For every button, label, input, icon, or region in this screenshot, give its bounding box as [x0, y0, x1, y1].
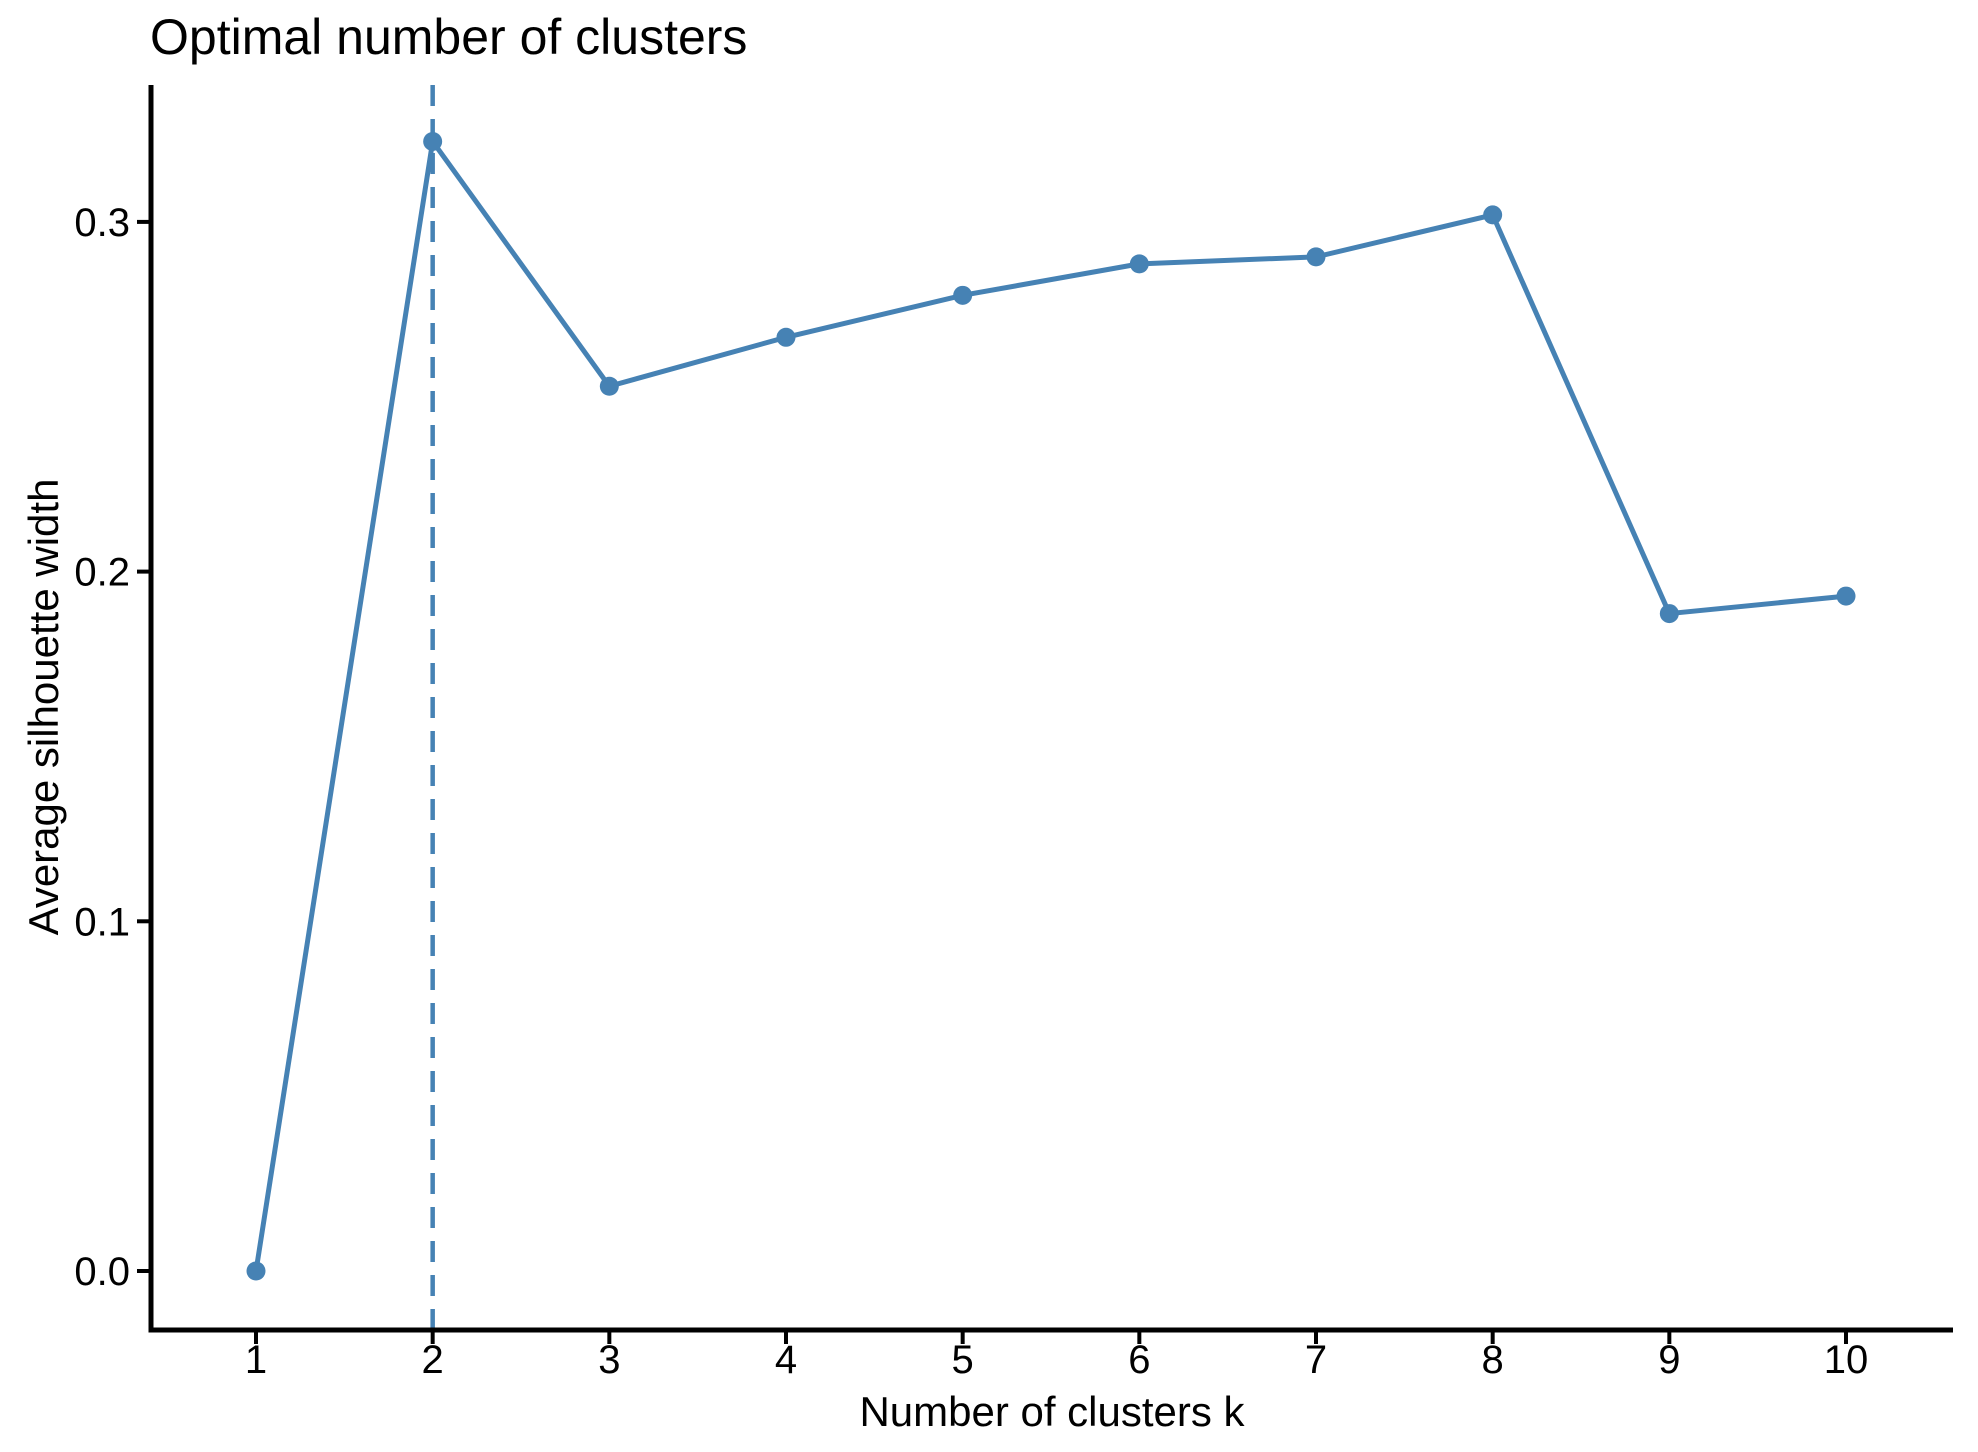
x-tick-label: 3 — [598, 1338, 620, 1382]
x-axis-title: Number of clusters k — [859, 1388, 1245, 1435]
x-tick-label: 8 — [1482, 1338, 1504, 1382]
series-line — [253, 138, 1849, 1274]
data-point-k6 — [1129, 254, 1149, 274]
x-tick-label: 4 — [775, 1338, 797, 1382]
data-point-k1 — [246, 1261, 266, 1281]
data-point-k8 — [1483, 205, 1503, 225]
data-point-k3 — [599, 376, 619, 396]
x-tick-label: 2 — [422, 1338, 444, 1382]
x-tick-label: 10 — [1824, 1338, 1869, 1382]
data-point-k2 — [423, 131, 443, 151]
data-point-k10 — [1836, 586, 1856, 606]
x-tick-label: 6 — [1128, 1338, 1150, 1382]
data-point-k5 — [953, 285, 973, 305]
y-tick-label: 0.3 — [74, 201, 130, 245]
chart-title: Optimal number of clusters — [150, 9, 748, 65]
data-point-k7 — [1306, 247, 1326, 267]
data-point-k9 — [1659, 604, 1679, 624]
data-point-k4 — [776, 327, 796, 347]
x-tick-label: 1 — [245, 1338, 267, 1382]
x-tick-label: 5 — [952, 1338, 974, 1382]
x-tick-label: 7 — [1305, 1338, 1327, 1382]
y-tick-label: 0.0 — [74, 1250, 130, 1294]
x-tick-label: 9 — [1658, 1338, 1680, 1382]
y-axis-title: Average silhouette width — [20, 478, 67, 936]
y-tick-label: 0.1 — [74, 900, 130, 944]
y-tick-label: 0.2 — [74, 551, 130, 595]
